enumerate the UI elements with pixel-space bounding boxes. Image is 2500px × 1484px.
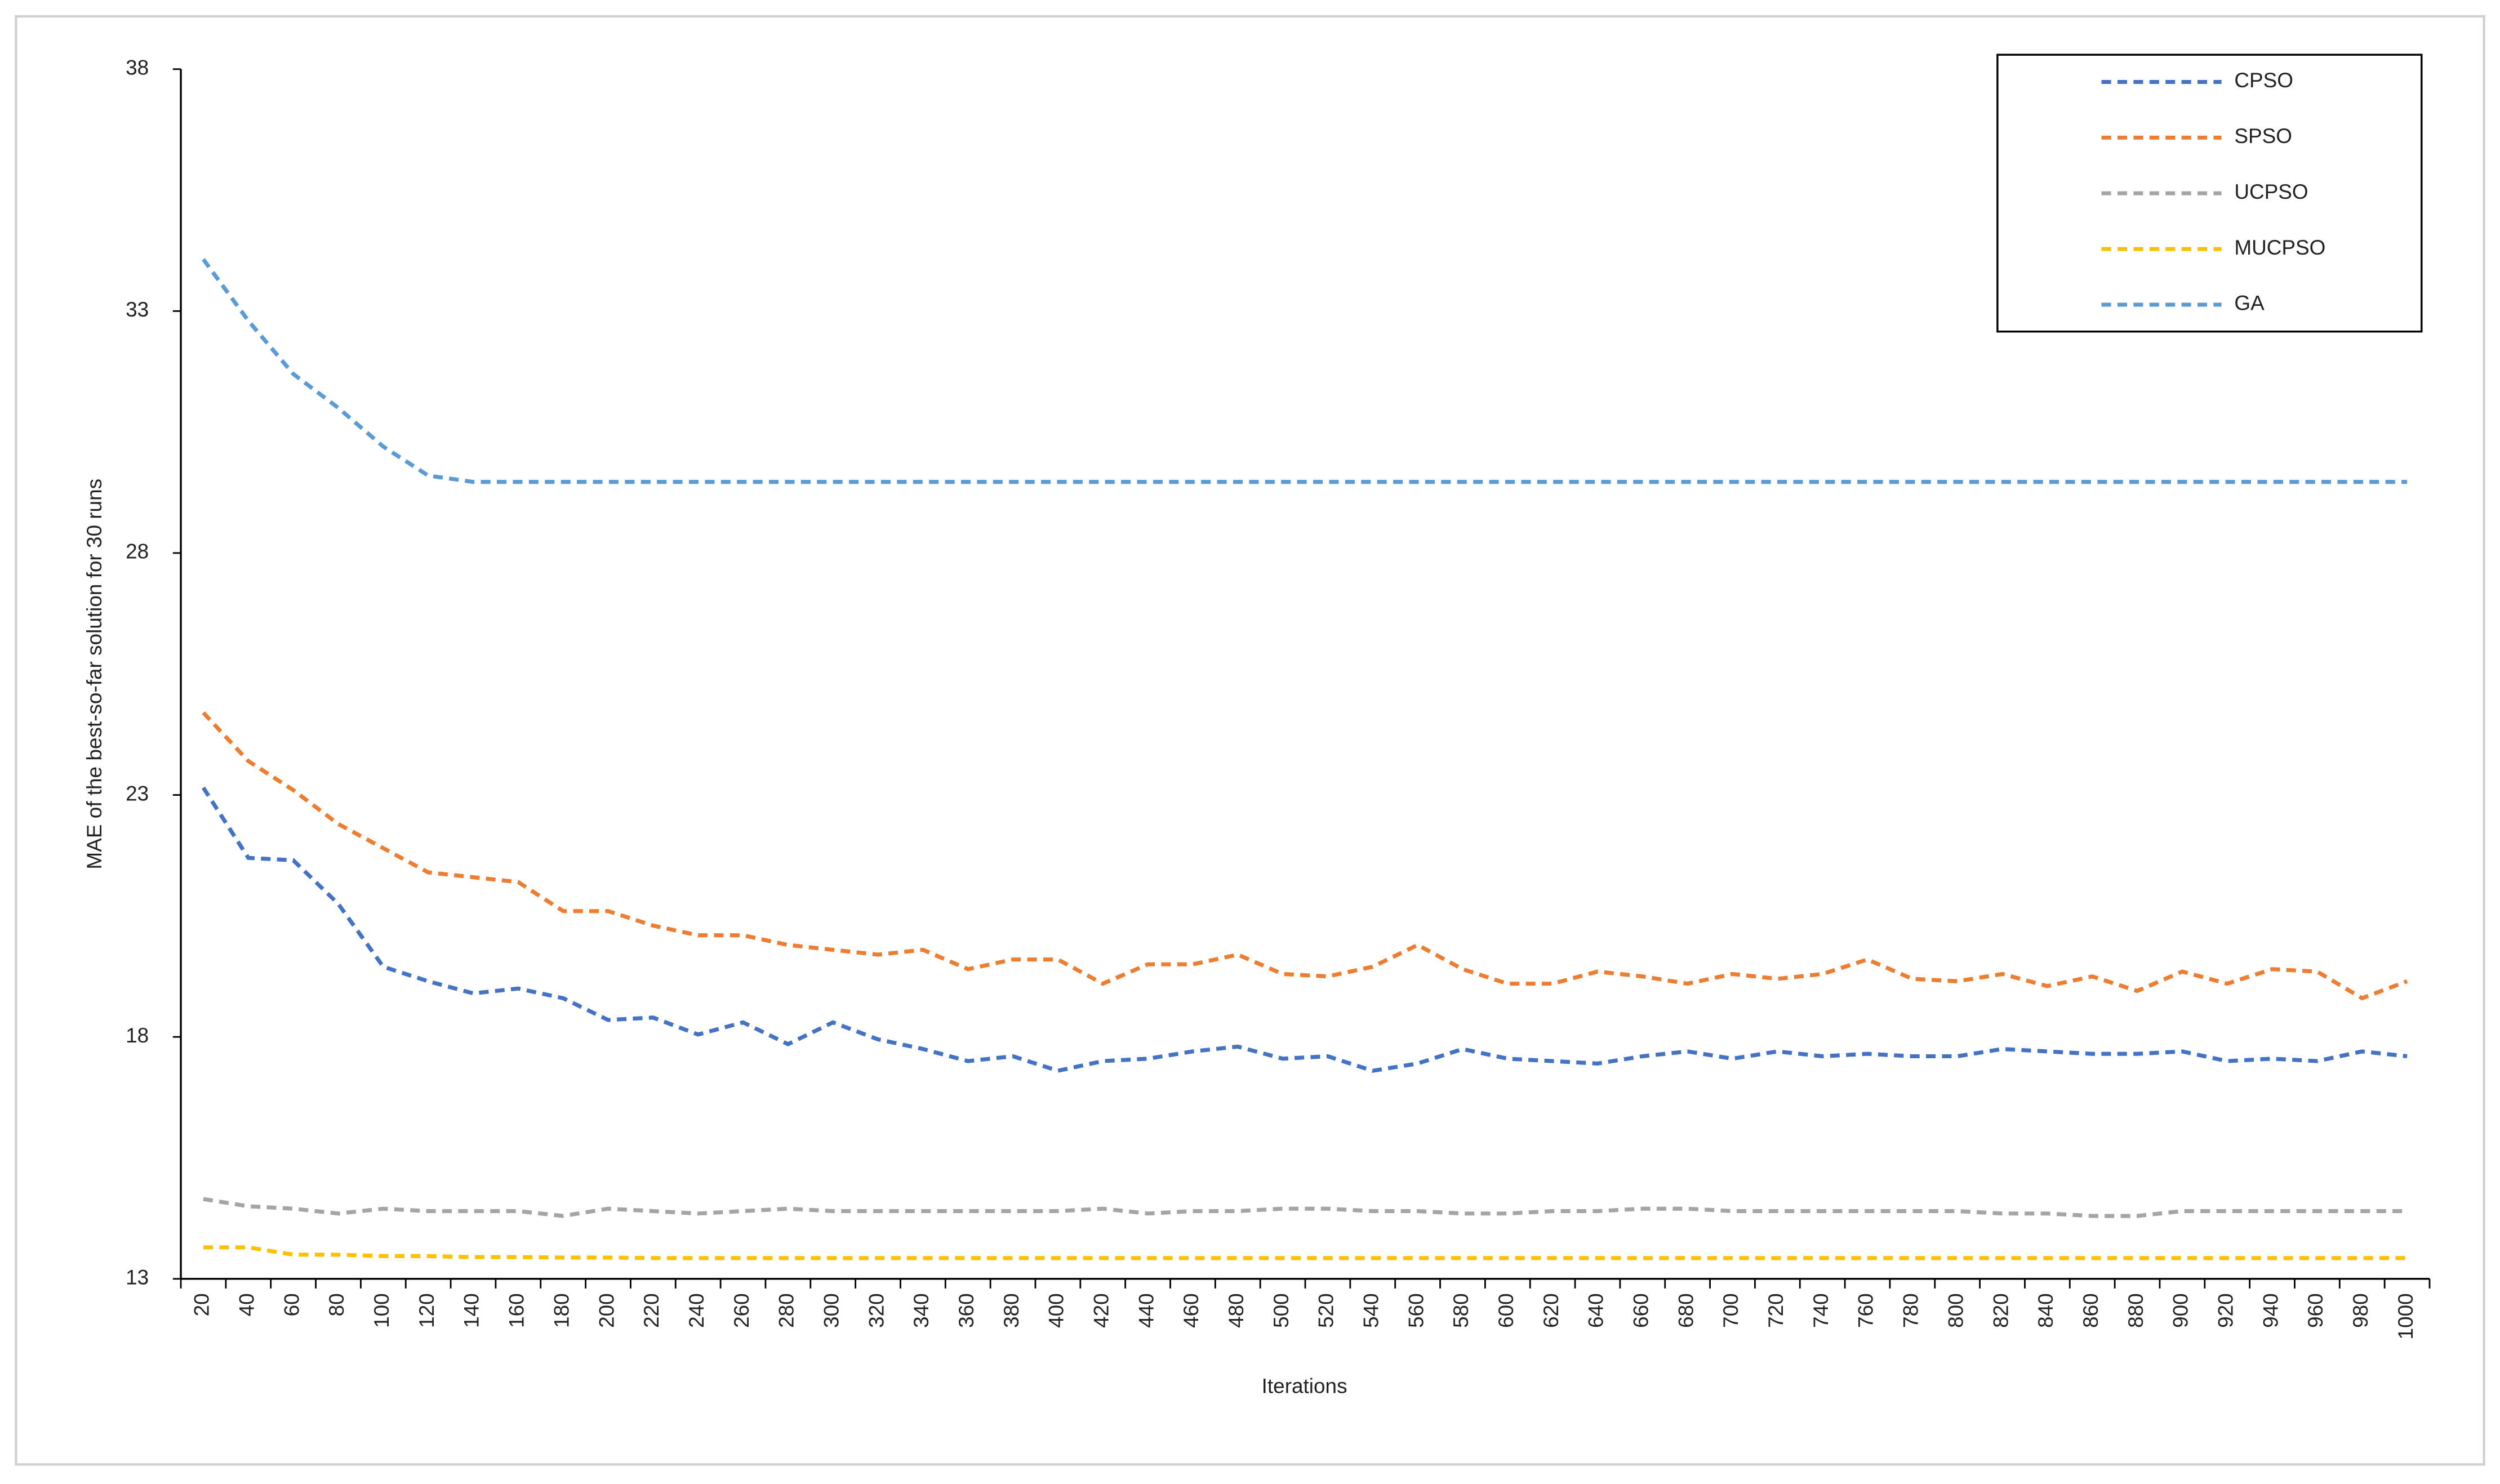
x-tick-label: 860 xyxy=(2079,1293,2102,1328)
legend-label: MUCPSO xyxy=(2234,236,2325,259)
series-line xyxy=(202,258,2408,484)
x-tick-label: 240 xyxy=(685,1293,708,1328)
x-tick-label: 500 xyxy=(1270,1293,1293,1328)
y-tick-label: 38 xyxy=(126,56,149,79)
series-line xyxy=(201,786,2408,1073)
legend-box xyxy=(1996,54,2423,333)
x-tick-label: 740 xyxy=(1809,1293,1832,1328)
x-tick-label: 20 xyxy=(190,1293,213,1316)
x-tick-label: 480 xyxy=(1225,1293,1248,1328)
x-tick-label: 1000 xyxy=(2394,1293,2417,1339)
legend-label: CPSO xyxy=(2234,69,2293,92)
x-tick-label: 800 xyxy=(1944,1293,1967,1328)
x-tick-label: 940 xyxy=(2259,1293,2282,1328)
y-tick-label: 28 xyxy=(126,540,149,563)
y-tick-label: 23 xyxy=(126,782,149,805)
x-axis-label: Iterations xyxy=(1262,1375,1347,1398)
x-tick-label: 540 xyxy=(1360,1293,1383,1328)
y-tick-label: 18 xyxy=(126,1024,149,1047)
x-tick-label: 200 xyxy=(595,1293,618,1328)
x-tick-label: 120 xyxy=(415,1293,438,1328)
x-tick-label: 460 xyxy=(1180,1293,1203,1328)
x-tick-label: 60 xyxy=(280,1293,303,1316)
x-tick-label: 160 xyxy=(505,1293,528,1328)
x-tick-label: 140 xyxy=(460,1293,483,1328)
x-tick-label: 180 xyxy=(550,1293,573,1328)
x-tick-label: 840 xyxy=(2034,1293,2057,1328)
x-tick-label: 420 xyxy=(1089,1293,1113,1328)
x-tick-label: 360 xyxy=(955,1293,978,1328)
x-tick-label: 660 xyxy=(1630,1293,1653,1328)
x-tick-label: 400 xyxy=(1045,1293,1068,1328)
y-tick-label: 13 xyxy=(126,1265,149,1289)
legend-label: GA xyxy=(2234,292,2265,315)
legend-label: UCPSO xyxy=(2234,180,2308,203)
x-tick-label: 320 xyxy=(865,1293,888,1328)
x-tick-label: 620 xyxy=(1540,1293,1563,1328)
x-tick-label: 340 xyxy=(910,1293,933,1328)
x-tick-label: 640 xyxy=(1585,1293,1608,1328)
legend-label: SPSO xyxy=(2234,124,2292,148)
x-tick-label: 100 xyxy=(370,1293,393,1328)
x-tick-label: 700 xyxy=(1719,1293,1742,1328)
x-tick-label: 440 xyxy=(1135,1293,1158,1328)
x-tick-label: 780 xyxy=(1900,1293,1923,1328)
series-line xyxy=(202,711,2408,1001)
x-tick-label: 600 xyxy=(1494,1293,1518,1328)
x-tick-label: 960 xyxy=(2304,1293,2327,1328)
series-line xyxy=(203,1197,2408,1218)
x-tick-label: 520 xyxy=(1315,1293,1338,1328)
x-tick-label: 580 xyxy=(1449,1293,1473,1328)
y-axis-label: MAE of the best-so-far solution for 30 r… xyxy=(83,479,106,870)
x-tick-label: 920 xyxy=(2214,1293,2237,1328)
x-tick-label: 80 xyxy=(325,1293,348,1316)
x-tick-label: 900 xyxy=(2169,1293,2192,1328)
x-tick-label: 280 xyxy=(775,1293,798,1328)
x-tick-label: 260 xyxy=(730,1293,753,1328)
x-tick-label: 760 xyxy=(1854,1293,1878,1328)
x-tick-label: 720 xyxy=(1764,1293,1787,1328)
x-tick-label: 380 xyxy=(1000,1293,1023,1328)
x-tick-label: 220 xyxy=(640,1293,663,1328)
x-tick-label: 980 xyxy=(2349,1293,2372,1328)
x-tick-label: 560 xyxy=(1404,1293,1427,1328)
x-tick-label: 680 xyxy=(1674,1293,1697,1328)
y-tick-label: 33 xyxy=(126,298,149,321)
x-tick-label: 40 xyxy=(235,1293,259,1316)
x-tick-label: 820 xyxy=(1989,1293,2012,1328)
x-tick-label: 300 xyxy=(820,1293,843,1328)
x-tick-label: 880 xyxy=(2124,1293,2147,1328)
